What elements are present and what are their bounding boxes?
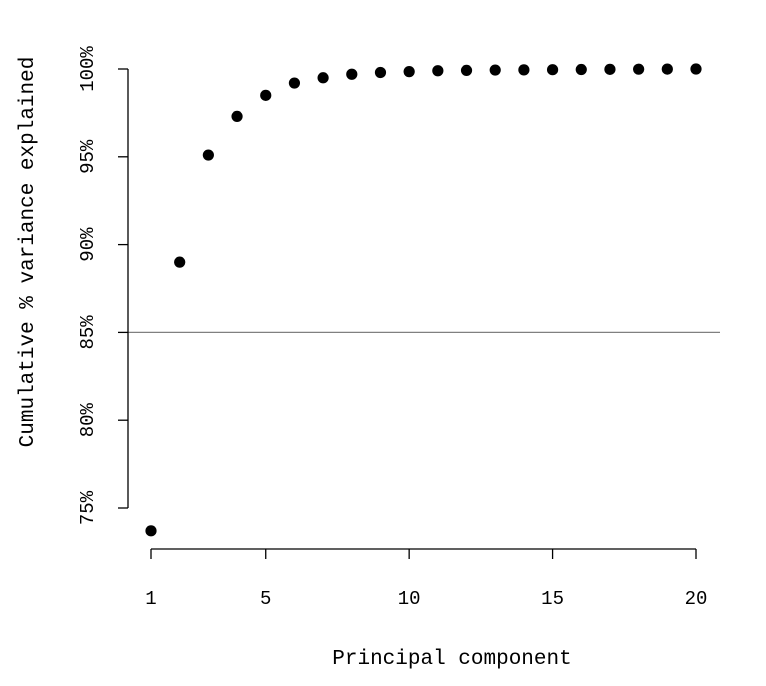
data-point	[231, 110, 243, 123]
data-point	[546, 64, 559, 76]
data-point	[633, 63, 645, 75]
data-point	[604, 63, 616, 75]
data-point	[690, 63, 702, 75]
y-tick-label: 75%	[77, 490, 99, 525]
data-point	[317, 72, 329, 84]
y-axis-title: Cumulative % variance explained	[17, 57, 40, 448]
data-point	[174, 256, 186, 268]
x-tick-label: 20	[685, 588, 708, 610]
x-tick-label: 1	[145, 588, 156, 610]
data-point	[575, 63, 587, 76]
x-tick-label: 10	[398, 588, 421, 610]
data-point	[460, 64, 473, 77]
data-point	[202, 149, 214, 161]
x-axis-title: Principal component	[332, 648, 571, 671]
data-point	[489, 64, 501, 76]
x-tick-label: 5	[260, 588, 271, 610]
x-tick-label: 15	[541, 588, 564, 610]
data-point	[260, 89, 272, 101]
y-tick-label: 80%	[77, 403, 99, 438]
y-tick-label: 90%	[77, 227, 99, 262]
data-point	[288, 77, 301, 89]
data-point	[518, 64, 530, 76]
y-tick-label: 85%	[77, 315, 99, 350]
y-tick-label: 95%	[77, 139, 99, 174]
data-point	[145, 525, 157, 537]
data-point	[432, 65, 444, 77]
y-tick-label: 100%	[77, 46, 99, 92]
y-axis: 75% 80% 85% 90% 95% 100%	[77, 46, 129, 525]
data-point	[403, 66, 415, 78]
x-axis: 1 5 10 15 20	[145, 548, 708, 610]
data-points	[145, 63, 702, 537]
data-point	[374, 66, 387, 79]
data-point	[346, 68, 358, 80]
data-point	[661, 63, 673, 75]
